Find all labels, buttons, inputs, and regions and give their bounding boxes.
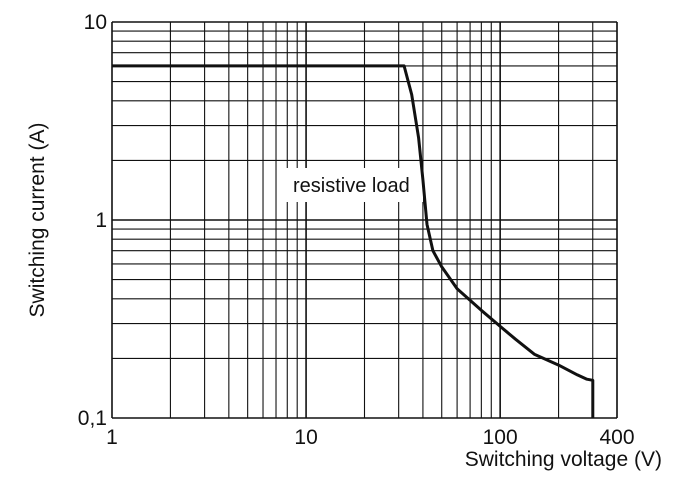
- x-tick-label-10: 10: [294, 426, 317, 449]
- y-tick-label-10: 10: [84, 11, 107, 34]
- annotation-resistive-load: resistive load: [293, 175, 410, 197]
- x-tick-label-1: 1: [106, 426, 118, 449]
- x-tick-label-100: 100: [483, 426, 518, 449]
- y-tick-label-0-1: 0,1: [78, 407, 107, 430]
- x-axis-label: Switching voltage (V): [465, 448, 662, 471]
- y-tick-label-1: 1: [95, 209, 107, 232]
- series-line: [112, 64, 595, 418]
- annotation-background: [283, 168, 423, 202]
- grid-major: [111, 21, 618, 419]
- y-axis-label: Switching current (A): [26, 123, 49, 318]
- x-tick-label-400: 400: [599, 426, 634, 449]
